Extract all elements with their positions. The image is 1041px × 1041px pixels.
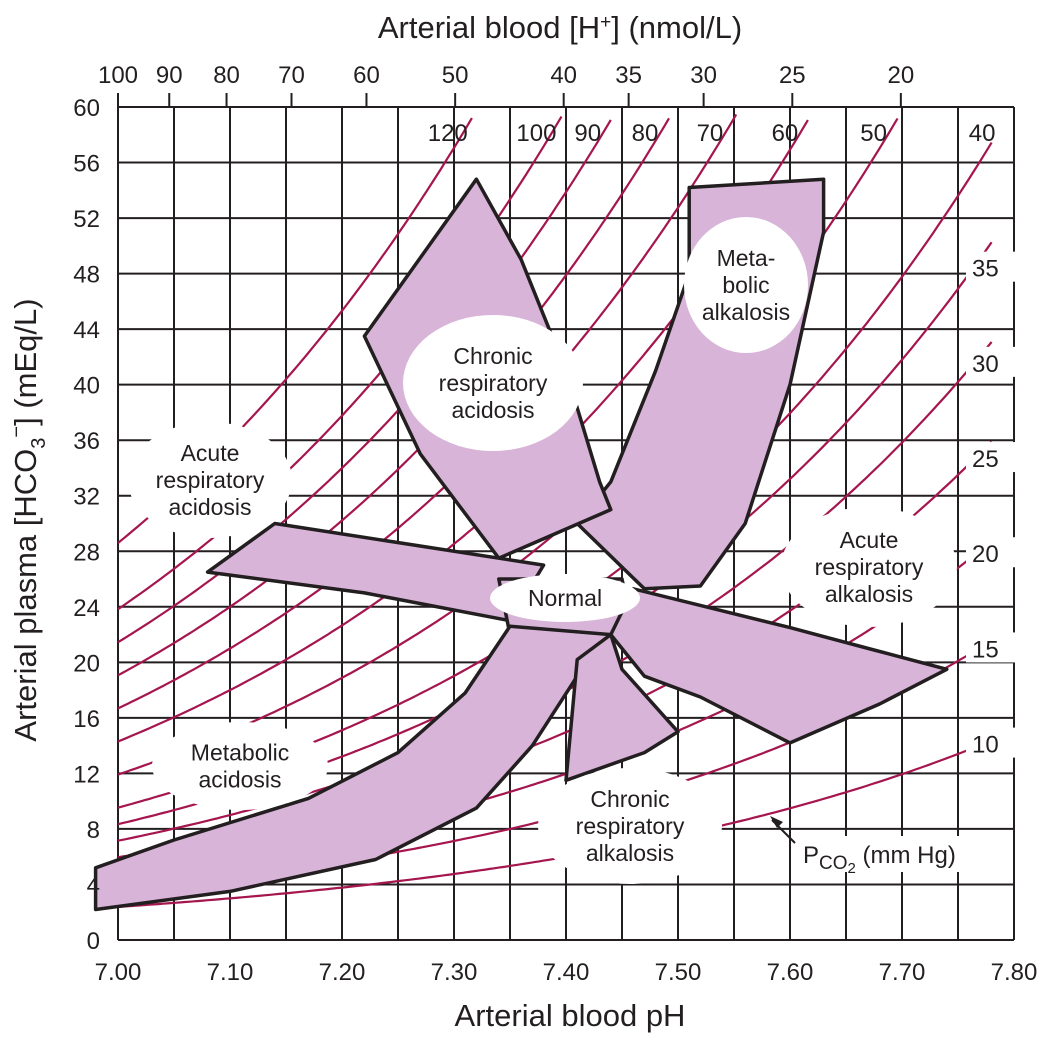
y-tick-label: 48	[73, 262, 100, 289]
isobar-label: 15	[972, 636, 999, 663]
h-tick-label: 50	[442, 62, 469, 89]
y-tick-label: 36	[73, 428, 100, 455]
y-tick-label: 40	[73, 373, 100, 400]
acute-respiratory-alkalosis-label: respiratory	[815, 554, 924, 580]
y-tick-label: 0	[87, 928, 100, 955]
acute-respiratory-alkalosis-label: alkalosis	[825, 581, 913, 607]
region-label-bubbles: NormalMeta-bolicalkalosisChronicrespirat…	[128, 217, 957, 884]
h-tick-label: 35	[615, 62, 642, 89]
isobar-label: 70	[697, 120, 724, 147]
isobar-label: 100	[516, 120, 556, 147]
h-tick-label: 80	[213, 62, 240, 89]
pco2-key: PCO2 (mm Hg)	[770, 816, 998, 877]
isobar-label: 20	[972, 541, 999, 568]
chronic-respiratory-acidosis-bubble	[403, 315, 583, 451]
x-tick-label: 7.00	[95, 959, 142, 986]
chronic-respiratory-alkalosis-bubble	[538, 768, 722, 884]
acute-respiratory-acidosis-label: respiratory	[156, 467, 265, 493]
isobar-label-bg	[966, 251, 1018, 282]
metabolic-alkalosis-label: alkalosis	[702, 299, 790, 325]
metabolic-alkalosis-label: Meta-	[717, 245, 776, 271]
y-tick-label: 8	[87, 817, 100, 844]
isobar-label: 60	[772, 120, 799, 147]
y-axis-title: Arterial plasma [HCO3−] (mEq/L)	[6, 298, 50, 741]
y-tick-label: 12	[73, 761, 100, 788]
metabolic-acidosis-label: acidosis	[198, 767, 281, 793]
acute-respiratory-acidosis-bubble	[128, 422, 292, 538]
metabolic-alkalosis-bubble	[684, 217, 808, 353]
h-tick-label: 25	[779, 62, 806, 89]
svg-text:PCO2 (mm Hg): PCO2 (mm Hg)	[803, 842, 956, 877]
acute-respiratory-acidosis-label: acidosis	[168, 494, 251, 520]
h-tick-label: 20	[887, 62, 914, 89]
h-tick-label: 90	[156, 62, 183, 89]
isobar-70	[117, 113, 738, 710]
x-tick-label: 7.30	[431, 959, 478, 986]
x-tick-label: 7.60	[767, 959, 814, 986]
chronic-respiratory-alkalosis-label: respiratory	[576, 813, 685, 839]
y-tick-label: 24	[73, 595, 100, 622]
isobar-label-bg	[966, 632, 1018, 663]
y-tick-label: 4	[87, 872, 100, 899]
chronic-respiratory-alkalosis-label: Chronic	[590, 786, 669, 812]
h-tick-label: 60	[353, 62, 380, 89]
normal-label: Normal	[528, 585, 602, 611]
x-tick-label: 7.20	[319, 959, 366, 986]
acute-respiratory-acidosis-label: Acute	[181, 440, 240, 466]
metabolic-acidosis-label: Metabolic	[191, 740, 289, 766]
x-tick-label: 7.80	[991, 959, 1038, 986]
h-tick-label: 70	[278, 62, 305, 89]
normal-bubble	[490, 574, 640, 622]
isobar-label-bg	[966, 727, 1018, 758]
y-tick-label: 60	[73, 95, 100, 122]
metabolic-acidosis-bubble	[152, 722, 328, 810]
y-tick-label: 16	[73, 706, 100, 733]
x-tick-label: 7.10	[207, 959, 254, 986]
isobar-80	[117, 117, 670, 677]
isobar-label: 30	[972, 351, 999, 378]
isobar-label: 80	[632, 120, 659, 147]
isobar-label-bg	[966, 442, 1018, 473]
isobar-label: 35	[972, 256, 999, 283]
top-axis-title: Arterial blood [H+] (nmol/L)	[378, 10, 742, 45]
metabolic-alkalosis-label: bolic	[722, 272, 769, 298]
x-axis-title: Arterial blood pH	[455, 998, 686, 1033]
isobar-label: 25	[972, 446, 999, 473]
chronic-respiratory-acidosis-label: Chronic	[453, 343, 532, 369]
axis-ticks: 7.00 7.10 7.20 7.30 7.40 7.50 7.60 7.70 7.800481…	[73, 62, 1037, 986]
isobar-label-bg	[966, 537, 1018, 568]
x-tick-label: 7.50	[655, 959, 702, 986]
y-tick-label: 20	[73, 650, 100, 677]
x-tick-label: 7.70	[879, 959, 926, 986]
region-acute-respiratory-alkalosis	[609, 587, 949, 745]
isobar-label-bg	[966, 346, 1018, 377]
y-tick-label: 52	[73, 206, 100, 233]
chronic-respiratory-alkalosis-label: alkalosis	[586, 840, 674, 866]
isobar-label: 10	[972, 732, 999, 759]
isobar-label: 120	[428, 120, 468, 147]
isobar-label: 40	[969, 120, 996, 147]
chronic-respiratory-acidosis-label: acidosis	[451, 397, 534, 423]
y-tick-label: 44	[73, 317, 100, 344]
y-tick-label: 28	[73, 539, 100, 566]
isobar-label: 50	[860, 120, 887, 147]
isobar-90	[117, 119, 612, 644]
isobar-label: 90	[574, 120, 601, 147]
h-tick-label: 30	[690, 62, 717, 89]
region-acute-respiratory-acidosis	[205, 521, 546, 623]
y-tick-label: 32	[73, 484, 100, 511]
h-tick-label: 100	[98, 62, 138, 89]
acute-respiratory-alkalosis-bubble	[781, 507, 957, 627]
region-chronic-respiratory-alkalosis	[564, 632, 680, 783]
x-tick-label: 7.40	[543, 959, 590, 986]
acute-respiratory-alkalosis-label: Acute	[840, 527, 899, 553]
h-tick-label: 40	[550, 62, 577, 89]
y-tick-label: 56	[73, 151, 100, 178]
chronic-respiratory-acidosis-label: respiratory	[439, 370, 548, 396]
